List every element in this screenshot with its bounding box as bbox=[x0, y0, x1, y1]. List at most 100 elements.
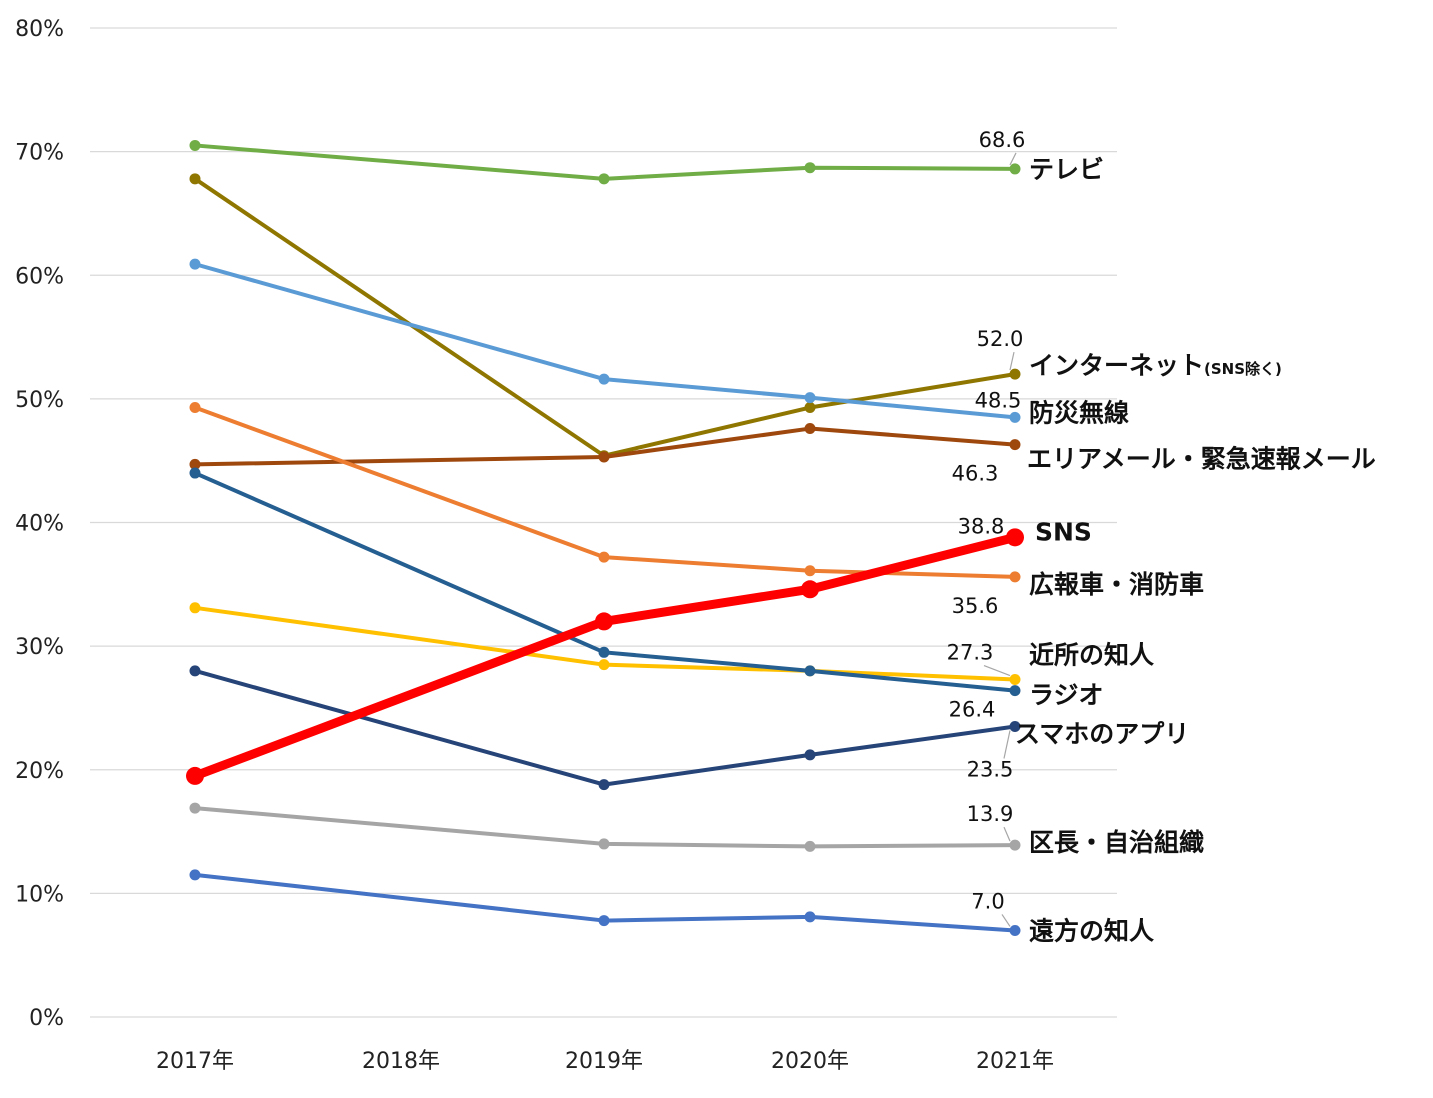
y-tick-label: 40% bbox=[15, 512, 64, 537]
data-label: 46.3 bbox=[952, 462, 999, 486]
data-label: 26.4 bbox=[949, 698, 996, 722]
series-name-label: ラジオ bbox=[1029, 681, 1104, 710]
data-point bbox=[189, 665, 201, 677]
series-line bbox=[193, 872, 1017, 933]
data-point bbox=[598, 451, 610, 463]
data-point bbox=[1006, 528, 1024, 547]
series-line bbox=[193, 605, 1017, 682]
series-name-label: エリアメール・緊急速報メール bbox=[1027, 445, 1376, 474]
data-label: 48.5 bbox=[975, 388, 1022, 412]
data-point bbox=[189, 602, 201, 614]
leader-line bbox=[1009, 152, 1017, 166]
grid-layer bbox=[90, 27, 1117, 1018]
y-tick-label: 50% bbox=[15, 388, 64, 413]
data-point bbox=[804, 565, 816, 577]
data-point bbox=[1009, 674, 1021, 686]
data-point bbox=[598, 779, 610, 791]
series-name-label: 遠方の知人 bbox=[1029, 916, 1154, 945]
y-tick-label: 60% bbox=[15, 264, 64, 289]
data-point bbox=[804, 392, 816, 404]
leader-line bbox=[1003, 730, 1011, 759]
series-line bbox=[193, 262, 1017, 420]
data-point bbox=[598, 915, 610, 927]
series-lines bbox=[186, 139, 1024, 936]
series-line bbox=[193, 176, 1017, 458]
series-line bbox=[193, 668, 1017, 787]
y-tick-label: 20% bbox=[15, 759, 64, 784]
data-point bbox=[1009, 439, 1021, 451]
data-point bbox=[804, 911, 816, 923]
data-point bbox=[1009, 720, 1021, 732]
leader-line bbox=[1009, 352, 1015, 371]
data-point bbox=[189, 402, 201, 414]
series-line bbox=[190, 532, 1020, 781]
y-tick-label: 30% bbox=[15, 635, 64, 660]
x-tick-label: 2019年 bbox=[565, 1049, 643, 1074]
data-point bbox=[801, 580, 819, 599]
y-axis-ticks: 0% 10% 20% 30% 40% 50% 60% 70% 80% bbox=[15, 17, 64, 1031]
series-name-label: 区長・自治組織 bbox=[1029, 828, 1204, 857]
data-label: 27.3 bbox=[947, 641, 994, 665]
data-label: 52.0 bbox=[977, 327, 1024, 351]
series-line bbox=[193, 471, 1017, 693]
x-tick-label: 2018年 bbox=[362, 1049, 440, 1074]
series-name-label: SNS bbox=[1035, 517, 1092, 546]
data-point bbox=[1009, 411, 1021, 423]
data-point bbox=[804, 162, 816, 174]
data-label: 13.9 bbox=[967, 802, 1014, 826]
data-point bbox=[189, 458, 201, 470]
data-point bbox=[598, 646, 610, 658]
series-name-label: 防災無線 bbox=[1029, 398, 1129, 427]
data-point bbox=[1009, 839, 1021, 851]
x-axis-ticks: 2017年 2018年 2019年 2020年 2021年 bbox=[156, 1049, 1054, 1074]
data-point bbox=[189, 173, 201, 185]
y-tick-label: 0% bbox=[29, 1006, 64, 1031]
y-tick-label: 10% bbox=[15, 882, 64, 907]
data-point bbox=[598, 373, 610, 385]
series-name-label: 近所の知人 bbox=[1029, 641, 1154, 670]
data-point bbox=[804, 423, 816, 435]
leader-line bbox=[1003, 826, 1011, 842]
data-point bbox=[189, 802, 201, 814]
leader-line bbox=[983, 664, 1011, 677]
series-line bbox=[193, 806, 1017, 849]
data-point bbox=[804, 665, 816, 677]
data-point bbox=[804, 840, 816, 852]
data-point bbox=[189, 258, 201, 270]
series-line bbox=[193, 143, 1017, 181]
data-point bbox=[598, 173, 610, 185]
series-line bbox=[193, 426, 1017, 467]
series-name-label: インターネット(SNS除く) bbox=[1029, 351, 1282, 380]
data-point bbox=[189, 869, 201, 881]
data-point bbox=[189, 467, 201, 479]
series-name-label: スマホのアプリ bbox=[1015, 719, 1189, 748]
y-tick-label: 80% bbox=[15, 17, 64, 42]
data-point bbox=[1009, 571, 1021, 583]
x-tick-label: 2020年 bbox=[771, 1049, 849, 1074]
data-label: 35.6 bbox=[952, 594, 999, 618]
data-label: 38.8 bbox=[958, 514, 1005, 538]
x-tick-label: 2021年 bbox=[976, 1049, 1054, 1074]
data-point bbox=[804, 749, 816, 761]
data-point bbox=[598, 659, 610, 671]
data-label: 23.5 bbox=[967, 757, 1014, 781]
series-name-label: 広報車・消防車 bbox=[1029, 570, 1204, 599]
leader-line bbox=[1001, 914, 1011, 927]
data-point bbox=[595, 612, 613, 631]
series-name-label: テレビ bbox=[1029, 155, 1104, 184]
data-point bbox=[598, 551, 610, 563]
data-point bbox=[598, 838, 610, 850]
y-tick-label: 70% bbox=[15, 141, 64, 166]
data-point bbox=[186, 766, 204, 785]
x-tick-label: 2017年 bbox=[156, 1049, 234, 1074]
data-point bbox=[189, 139, 201, 151]
data-label: 7.0 bbox=[971, 889, 1004, 913]
data-label: 68.6 bbox=[979, 128, 1026, 152]
data-point bbox=[804, 402, 816, 414]
data-point bbox=[1009, 368, 1021, 380]
series-line bbox=[193, 405, 1017, 579]
data-point bbox=[1009, 924, 1021, 936]
